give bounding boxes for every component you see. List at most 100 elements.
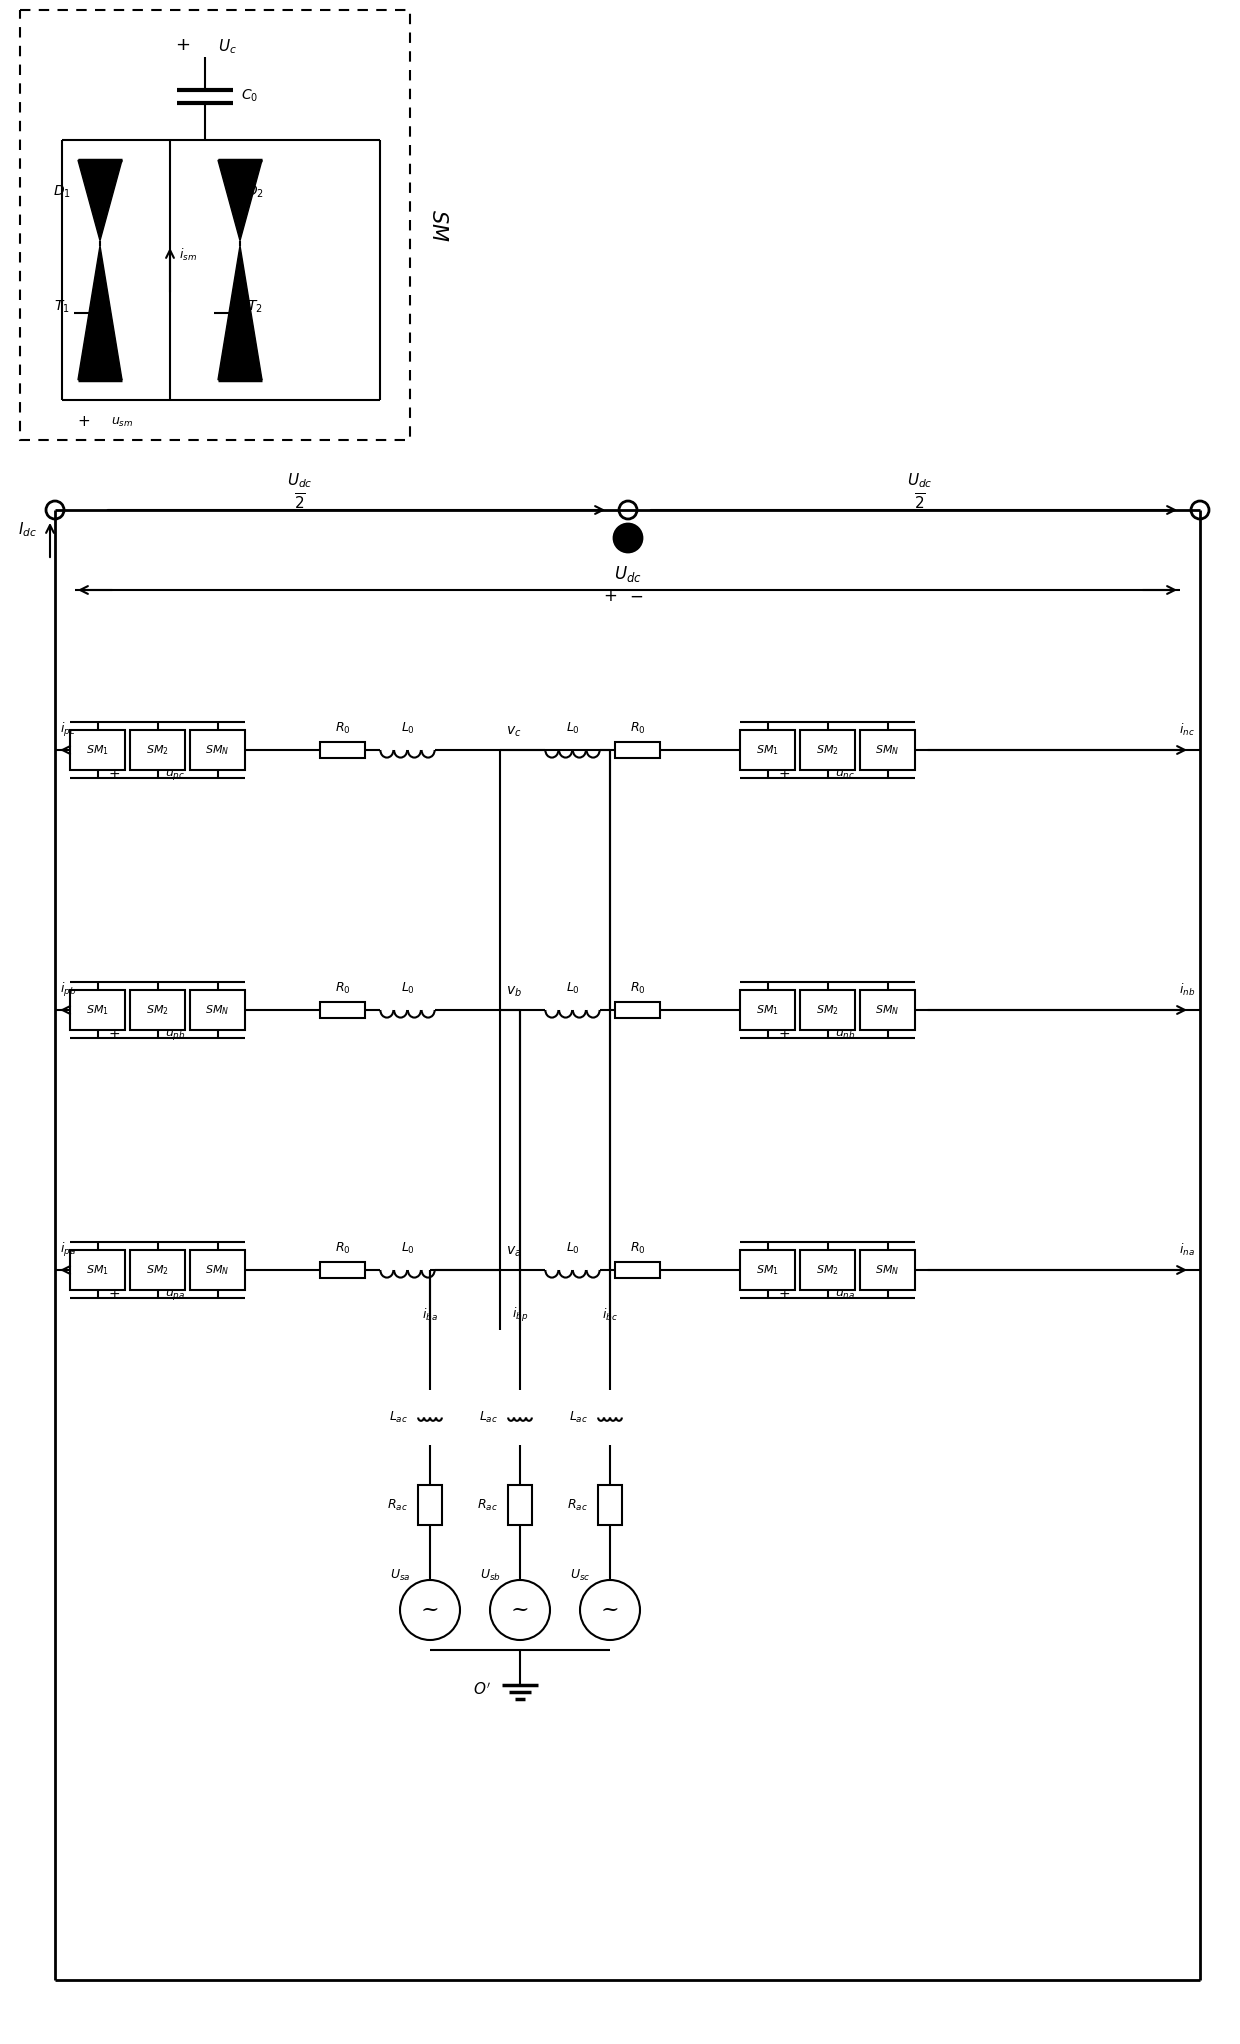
Bar [130,1251,185,1290]
Polygon shape [78,159,122,241]
Bar [740,730,795,771]
Text: $D_2$: $D_2$ [246,184,264,200]
Text: $SM_2$: $SM_2$ [816,744,839,756]
Text: $L_0$: $L_0$ [565,1241,579,1255]
Text: $u_{nc}$: $u_{nc}$ [835,766,856,781]
Text: $u_{sm}$: $u_{sm}$ [110,415,133,429]
Text: $v_c$: $v_c$ [506,726,522,740]
Text: $+$: $+$ [108,1026,120,1040]
Text: $U_{dc}$: $U_{dc}$ [614,564,642,585]
Text: $SM_1$: $SM_1$ [86,1004,109,1018]
Bar [130,989,185,1030]
Polygon shape [78,245,122,380]
Text: $SM_N$: $SM_N$ [875,1263,900,1278]
Bar [69,1251,125,1290]
Text: $+$: $+$ [777,766,790,781]
Circle shape [401,1580,460,1639]
Text: $SM_N$: $SM_N$ [206,1263,229,1278]
Text: $L_0$: $L_0$ [401,981,414,995]
Text: $+$: $+$ [777,1288,790,1300]
Text: $SM_2$: $SM_2$ [146,1004,169,1018]
Polygon shape [218,245,262,380]
Text: $i_{pa}$: $i_{pa}$ [60,1241,76,1259]
Text: $i_{nc}$: $i_{nc}$ [1179,722,1195,738]
Text: $+$: $+$ [603,587,618,605]
Text: $+$: $+$ [108,766,120,781]
Circle shape [619,501,637,519]
Text: $R_0$: $R_0$ [630,981,645,995]
Text: $+$: $+$ [175,37,191,53]
Text: $R_{ac}$: $R_{ac}$ [387,1498,408,1513]
Text: $+$: $+$ [77,415,91,429]
Text: $L_0$: $L_0$ [401,719,414,736]
Text: $i_{sm}$: $i_{sm}$ [179,247,197,264]
Bar [130,730,185,771]
Bar [320,1261,365,1278]
Text: $SM_2$: $SM_2$ [816,1263,839,1278]
Text: $R_0$: $R_0$ [630,1241,645,1255]
Text: ~: ~ [511,1598,529,1621]
Text: $SM_2$: $SM_2$ [146,744,169,756]
Bar [418,1486,441,1525]
Text: $L_0$: $L_0$ [565,981,579,995]
Text: $u_{nb}$: $u_{nb}$ [835,1028,856,1040]
Text: $L_{ac}$: $L_{ac}$ [479,1410,498,1425]
Text: $U_c$: $U_c$ [217,37,237,57]
Text: $i_{pb}$: $i_{pb}$ [60,981,76,1000]
Bar [615,1261,660,1278]
Text: $L_0$: $L_0$ [565,719,579,736]
Bar [190,1251,246,1290]
Text: $-$: $-$ [629,587,644,605]
Text: ~: ~ [420,1598,439,1621]
Bar [69,730,125,771]
Text: $I_{dc}$: $I_{dc}$ [17,521,36,540]
Bar [800,730,856,771]
Bar [861,989,915,1030]
Circle shape [614,523,642,552]
Polygon shape [218,159,262,241]
Text: $D_1$: $D_1$ [53,184,71,200]
Text: $R_0$: $R_0$ [335,981,351,995]
Text: $SM_1$: $SM_1$ [756,1263,779,1278]
Text: $SM_1$: $SM_1$ [86,744,109,756]
Text: $i_{bc}$: $i_{bc}$ [603,1306,618,1322]
Text: $SM_N$: $SM_N$ [875,1004,900,1018]
Bar [800,989,856,1030]
Text: $T_1$: $T_1$ [55,298,69,315]
Text: $SM_1$: $SM_1$ [756,744,779,756]
Bar [190,989,246,1030]
Bar [861,730,915,771]
Bar [320,742,365,758]
Text: $U_{sa}$: $U_{sa}$ [389,1568,410,1582]
Text: $i_{ba}$: $i_{ba}$ [422,1306,438,1322]
Text: $SM_N$: $SM_N$ [206,744,229,756]
Text: $i_{bp}$: $i_{bp}$ [512,1306,528,1325]
Text: $i_{nb}$: $i_{nb}$ [1179,981,1195,997]
Text: $C_0$: $C_0$ [242,88,259,104]
Text: $+$: $+$ [777,1026,790,1040]
Bar [861,1251,915,1290]
Text: $SM_N$: $SM_N$ [206,1004,229,1018]
Text: $R_{ac}$: $R_{ac}$ [477,1498,498,1513]
Text: $SM$: $SM$ [428,208,448,241]
Text: $T_2$: $T_2$ [247,298,263,315]
Text: $R_0$: $R_0$ [335,1241,351,1255]
Bar [740,989,795,1030]
Text: ~: ~ [600,1598,619,1621]
Text: $v_b$: $v_b$ [506,985,522,1000]
Bar [615,742,660,758]
Text: $O'$: $O'$ [472,1682,491,1699]
Text: $L_{ac}$: $L_{ac}$ [569,1410,588,1425]
Text: $u_{pb}$: $u_{pb}$ [165,1026,185,1042]
Bar [598,1486,622,1525]
Bar [740,1251,795,1290]
Bar [69,989,125,1030]
Text: $U_{dc}$
$\overline{2}$: $U_{dc}$ $\overline{2}$ [908,470,932,513]
Text: $L_{ac}$: $L_{ac}$ [389,1410,408,1425]
Text: $u_{pc}$: $u_{pc}$ [165,766,185,781]
Circle shape [1190,501,1209,519]
Circle shape [46,501,64,519]
Text: $u_{pa}$: $u_{pa}$ [165,1286,185,1302]
Bar [320,1002,365,1018]
Text: $R_0$: $R_0$ [335,719,351,736]
